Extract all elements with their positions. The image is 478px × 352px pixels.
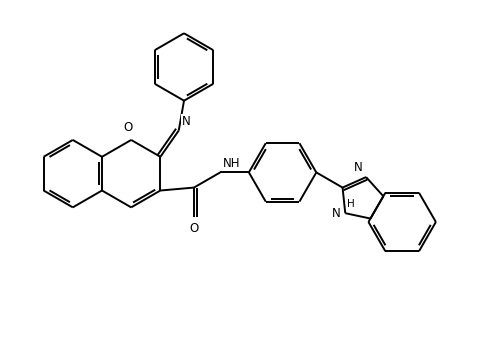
- Text: NH: NH: [223, 157, 240, 170]
- Text: O: O: [189, 222, 198, 235]
- Text: N: N: [182, 115, 190, 128]
- Text: H: H: [347, 199, 355, 208]
- Text: N: N: [332, 207, 341, 220]
- Text: O: O: [123, 121, 132, 134]
- Text: N: N: [354, 161, 362, 174]
